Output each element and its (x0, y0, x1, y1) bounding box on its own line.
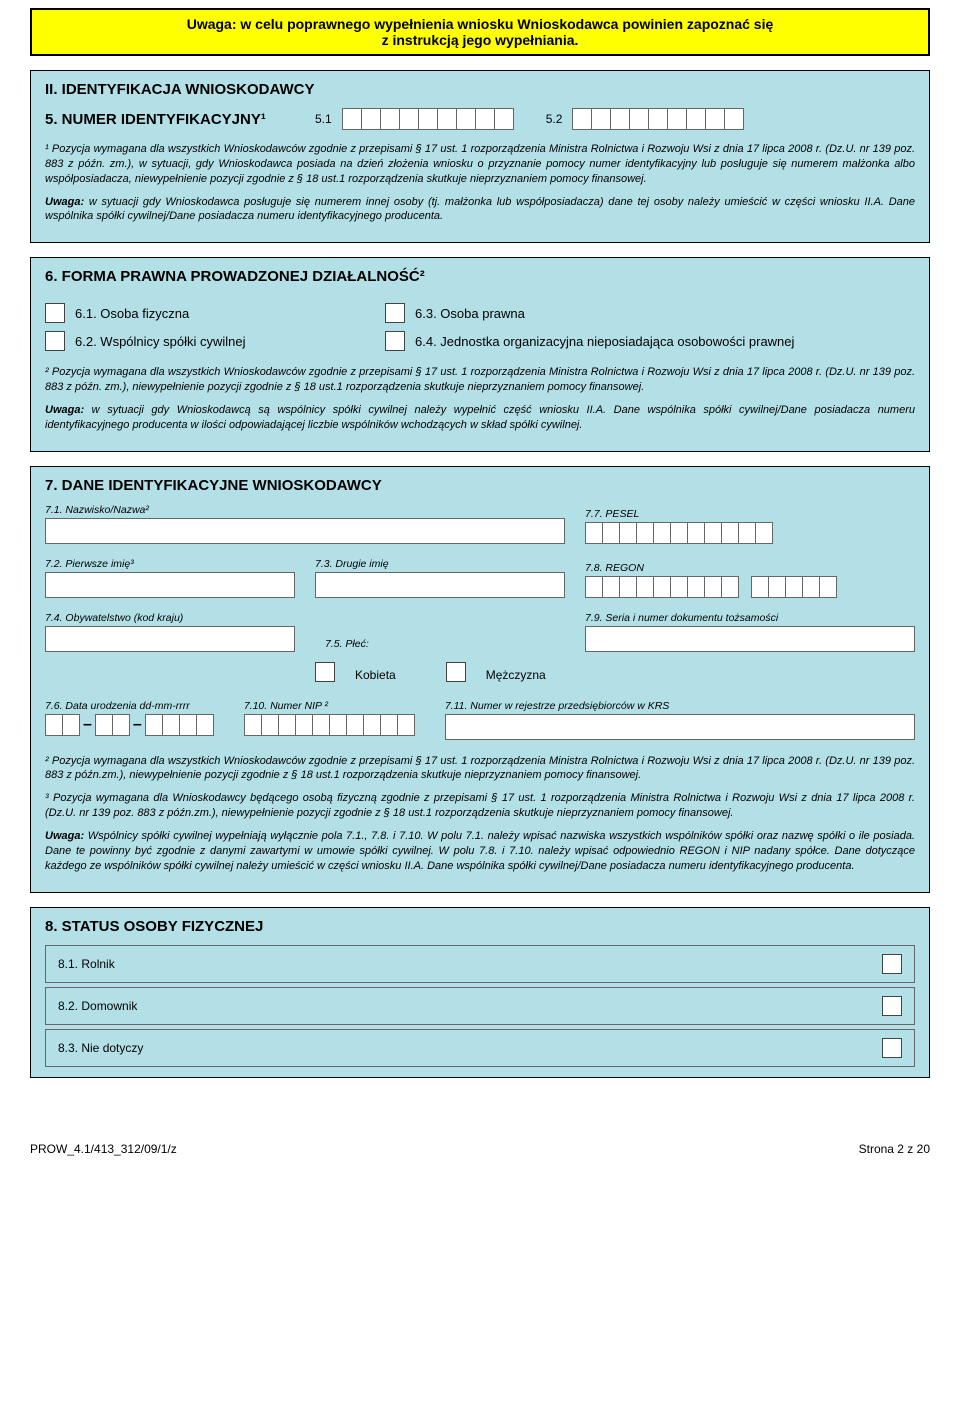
checkbox-8-3[interactable] (882, 1038, 902, 1058)
checkbox-6-1[interactable] (45, 303, 65, 323)
section-forma-prawna: 6. FORMA PRAWNA PROWADZONEJ DZIAŁALNOŚĆ²… (30, 257, 930, 451)
label-7-6: 7.6. Data urodzenia dd-mm-rrrr (45, 700, 214, 712)
checkbox-6-3[interactable] (385, 303, 405, 323)
note-6-b: Uwaga: w sytuacji gdy Wnioskodawcą są ws… (45, 403, 915, 433)
checkbox-mezczyzna[interactable] (446, 662, 466, 682)
footer-left: PROW_4.1/413_312/09/1/z (30, 1142, 177, 1156)
label-7-3: 7.3. Drugie imię (315, 558, 565, 570)
warning-line1: Uwaga: w celu poprawnego wypełnienia wni… (42, 16, 918, 32)
input-7-11[interactable] (445, 714, 915, 740)
label-5-2: 5.2 (546, 112, 563, 126)
warning-line2: z instrukcją jego wypełniania. (42, 32, 918, 48)
page-footer: PROW_4.1/413_312/09/1/z Strona 2 z 20 (0, 1112, 960, 1166)
label-7-7: 7.7. PESEL (585, 508, 915, 520)
label-7-2: 7.2. Pierwsze imię³ (45, 558, 295, 570)
label-5-1: 5.1 (315, 112, 332, 126)
input-7-2[interactable] (45, 572, 295, 598)
input-7-7[interactable] (585, 522, 915, 544)
label-8-3: 8.3. Nie dotyczy (58, 1041, 143, 1055)
sep-dash-1: – (80, 716, 95, 734)
label-8-1: 8.1. Rolnik (58, 957, 115, 971)
input-7-4[interactable] (45, 626, 295, 652)
label-7-1: 7.1. Nazwisko/Nazwa² (45, 504, 565, 516)
note-7-c-body: Wspólnicy spółki cywilnej wypełniają wył… (45, 830, 915, 872)
note-6-a: ² Pozycja wymagana dla wszystkich Wniosk… (45, 365, 915, 395)
checkbox-8-1[interactable] (882, 954, 902, 974)
section-identyfikacja: II. IDENTYFIKACJA WNIOSKODAWCY 5. NUMER … (30, 70, 930, 243)
label-6-4: 6.4. Jednostka organizacyjna nieposiadaj… (415, 334, 794, 349)
label-mezczyzna: Mężczyzna (486, 665, 546, 682)
input-7-8b[interactable] (751, 576, 837, 598)
label-7-10: 7.10. Numer NIP ² (244, 700, 415, 712)
checkbox-6-2[interactable] (45, 331, 65, 351)
sep-dash-2: – (130, 716, 145, 734)
checkbox-6-4[interactable] (385, 331, 405, 351)
note-5-2-body: w sytuacji gdy Wnioskodawca posługuje si… (45, 196, 915, 223)
note-7-c: Uwaga: Wspólnicy spółki cywilnej wypełni… (45, 829, 915, 874)
note-7-a: ² Pozycja wymagana dla wszystkich Wniosk… (45, 754, 915, 784)
sec6-title: 6. FORMA PRAWNA PROWADZONEJ DZIAŁALNOŚĆ² (45, 268, 915, 285)
checkbox-8-2[interactable] (882, 996, 902, 1016)
note-5-1: ¹ Pozycja wymagana dla wszystkich Wniosk… (45, 142, 915, 187)
row-8-3: 8.3. Nie dotyczy (45, 1029, 915, 1067)
note-6-b-body: w sytuacji gdy Wnioskodawcą są wspólnicy… (45, 404, 915, 431)
field-5-label: 5. NUMER IDENTYFIKACYJNY¹ (45, 111, 305, 128)
input-5-1[interactable] (342, 108, 514, 130)
input-7-1[interactable] (45, 518, 565, 544)
row-8-2: 8.2. Domownik (45, 987, 915, 1025)
note-5-2-prefix: Uwaga: (45, 196, 84, 208)
label-kobieta: Kobieta (355, 665, 396, 682)
label-6-3: 6.3. Osoba prawna (415, 306, 525, 321)
note-7-b: ³ Pozycja wymagana dla Wnioskodawcy będą… (45, 791, 915, 821)
input-7-9[interactable] (585, 626, 915, 652)
input-7-6-mm[interactable] (95, 714, 130, 736)
section-status: 8. STATUS OSOBY FIZYCZNEJ 8.1. Rolnik 8.… (30, 907, 930, 1078)
warning-banner: Uwaga: w celu poprawnego wypełnienia wni… (30, 8, 930, 56)
sec8-title: 8. STATUS OSOBY FIZYCZNEJ (45, 918, 915, 935)
label-7-11: 7.11. Numer w rejestrze przedsiębiorców … (445, 700, 915, 712)
row-8-1: 8.1. Rolnik (45, 945, 915, 983)
label-6-1: 6.1. Osoba fizyczna (75, 306, 189, 321)
input-7-6-rrrr[interactable] (145, 714, 214, 736)
input-7-8a[interactable] (585, 576, 739, 598)
input-7-6-dd[interactable] (45, 714, 80, 736)
note-5-2: Uwaga: w sytuacji gdy Wnioskodawca posłu… (45, 195, 915, 225)
label-8-2: 8.2. Domownik (58, 999, 137, 1013)
note-6-b-prefix: Uwaga: (45, 404, 84, 416)
label-7-8: 7.8. REGON (585, 562, 915, 574)
input-7-10[interactable] (244, 714, 415, 736)
label-6-2: 6.2. Wspólnicy spółki cywilnej (75, 334, 246, 349)
sec2-title: II. IDENTYFIKACJA WNIOSKODAWCY (45, 81, 915, 98)
label-7-9: 7.9. Seria i numer dokumentu tożsamości (585, 612, 915, 624)
checkbox-kobieta[interactable] (315, 662, 335, 682)
sec7-title: 7. DANE IDENTYFIKACYJNE WNIOSKODAWCY (45, 477, 915, 494)
label-7-5: 7.5. Płeć: (325, 638, 565, 650)
footer-right: Strona 2 z 20 (859, 1142, 930, 1156)
note-7-c-prefix: Uwaga: (45, 830, 84, 842)
section-dane-identyfikacyjne: 7. DANE IDENTYFIKACYJNE WNIOSKODAWCY 7.1… (30, 466, 930, 893)
input-7-3[interactable] (315, 572, 565, 598)
label-7-4: 7.4. Obywatelstwo (kod kraju) (45, 612, 295, 624)
input-5-2[interactable] (572, 108, 744, 130)
